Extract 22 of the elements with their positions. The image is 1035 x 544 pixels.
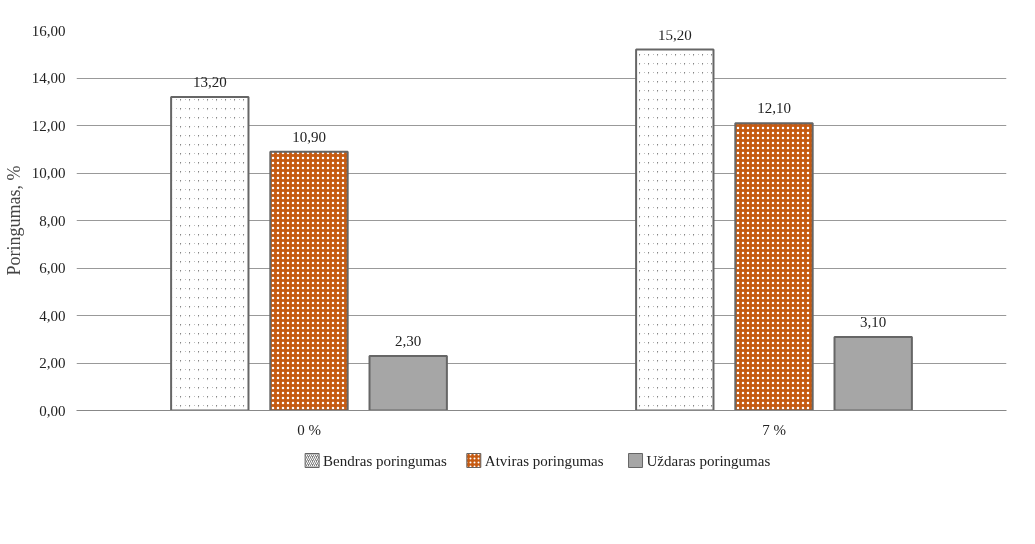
legend-label: Atviras poringumas (484, 452, 604, 469)
x-tick-label: 0 % (297, 421, 321, 438)
x-tick-label: 7 % (762, 421, 786, 438)
y-tick-label: 10,00 (31, 165, 66, 181)
y-tick-label: 6,00 (39, 260, 66, 276)
data-label: 2,30 (395, 332, 422, 349)
y-tick-label: 0,00 (39, 402, 66, 419)
y-tick-label: 14,00 (31, 70, 66, 86)
y-axis-title: Poringumas, % (3, 165, 24, 276)
bar (368, 354, 448, 411)
data-label: 12,10 (757, 100, 791, 117)
y-tick-label: 2,00 (39, 355, 66, 371)
data-label: 10,90 (292, 128, 326, 145)
y-tick-label: 4,00 (39, 307, 66, 324)
data-label: 13,20 (192, 74, 227, 90)
legend-label: Bendras poringumas (323, 452, 448, 469)
y-tick-label: 8,00 (39, 212, 66, 229)
legend-label: Uždaras poringumas (646, 452, 771, 469)
data-label: 3,10 (860, 313, 887, 330)
y-tick-label: 16,00 (31, 22, 66, 39)
bar (833, 335, 913, 411)
y-tick-label: 12,00 (31, 117, 66, 134)
